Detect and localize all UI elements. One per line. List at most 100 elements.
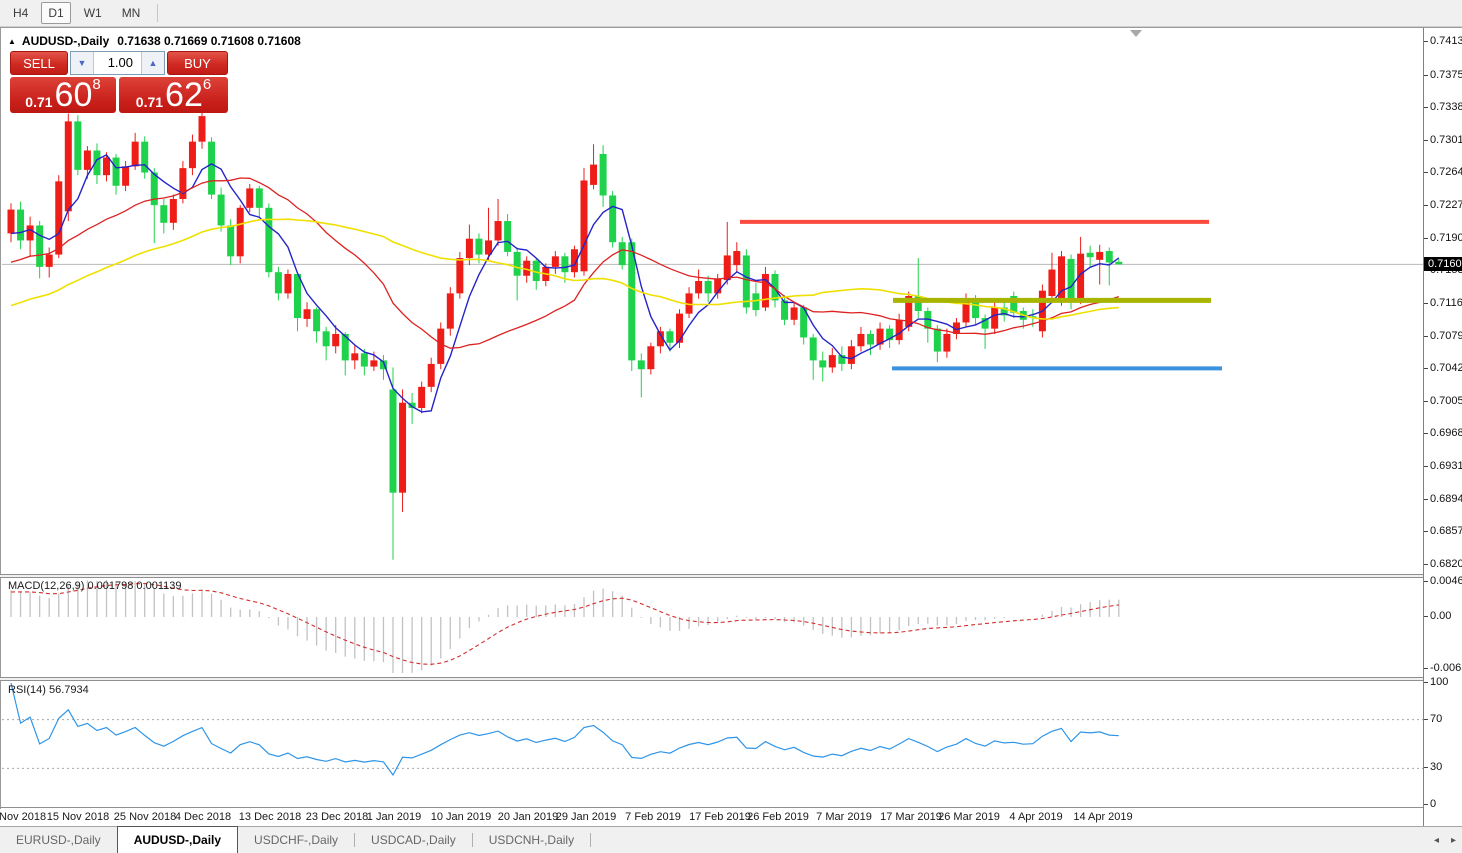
candle-body [379,360,387,370]
candle-body [255,188,263,208]
toolbar-separator [157,4,159,22]
candle-body [656,331,664,347]
volume-decrease-icon[interactable]: ▼ [71,52,94,74]
tab-scroll-left-icon[interactable]: ◂ [1433,834,1439,846]
candle-body [26,225,34,241]
candle-body [523,260,531,276]
rsi-scale-label: 70 [1424,713,1442,725]
candle-body [590,164,598,185]
date-tick-label: 7 Feb 2019 [625,811,681,823]
tab-usdcnh[interactable]: USDCNH-,Daily [488,833,575,847]
tab-scroll-right-icon[interactable]: ▸ [1450,834,1456,846]
volume-spinner: ▼ 1.00 ▲ [70,51,165,75]
candle-body [723,255,731,281]
candle-body [1048,269,1056,297]
candle-body [341,333,349,361]
candle-body [179,168,187,199]
chart-shift-marker-icon[interactable] [1130,30,1142,37]
candle-body [427,363,435,387]
candle-body [1067,258,1075,300]
candle-body [83,150,91,170]
sell-button[interactable]: SELL [10,51,68,75]
candle-body [303,309,311,319]
tab-usdcad[interactable]: USDCAD-,Daily [371,833,456,847]
sell-price-button[interactable]: 0.71 60 8 [10,77,116,113]
volume-increase-icon[interactable]: ▲ [141,52,164,74]
candle-body [838,355,846,364]
candle-body [905,296,913,327]
candle-body [800,307,808,338]
rsi-chart[interactable] [0,681,1423,807]
date-tick-label: 4 Apr 2019 [1009,811,1063,823]
candle-body [666,331,674,343]
date-tick-label: 26 Feb 2019 [747,811,809,823]
timeframe-button-d1[interactable]: D1 [41,2,71,24]
tab-usdchf[interactable]: USDCHF-,Daily [254,833,339,847]
candle-body [828,355,836,368]
candle-body [55,181,63,255]
candle-body [131,141,139,167]
candle-body [933,328,941,352]
candle-body [274,272,282,294]
candle-body [570,249,578,273]
volume-value[interactable]: 1.00 [107,55,133,70]
price-chart[interactable] [0,31,1423,574]
tab-audusd[interactable]: AUDUSD-,Daily [116,826,239,853]
macd-chart[interactable] [0,578,1423,677]
candle-body [781,300,789,320]
candle-body [876,328,884,345]
current-price-tag: 0.71608 [1424,257,1462,272]
candle-body [112,157,120,186]
buy-price-button[interactable]: 0.71 62 6 [119,77,228,113]
candle-body [169,198,177,223]
date-tick-label: 13 Dec 2018 [238,811,302,823]
date-tick-label: 20 Jan 2019 [497,811,559,823]
sell-price-prefix: 0.71 [25,94,53,110]
tab-separator [590,833,592,847]
rsi-scale-label: 30 [1424,761,1442,773]
chart-window: ▲ AUDUSD-,Daily 0.71638 0.71669 0.71608 0.… [0,27,1462,827]
candle-body [809,337,817,361]
tab-eurusd[interactable]: EURUSD-,Daily [16,833,101,847]
candle-body [150,172,158,206]
candle-body [952,322,960,334]
expand-arrow-icon[interactable]: ▲ [8,37,16,46]
candle-body [991,307,999,329]
panel-divider [0,807,1423,808]
candle-body [895,319,903,341]
candle-body [1105,251,1113,263]
candle-body [456,258,464,294]
panel-divider[interactable] [0,574,1423,578]
buy-button[interactable]: BUY [167,51,228,75]
panel-divider[interactable] [0,677,1423,681]
timeframe-button-h4[interactable]: H4 [13,6,29,20]
date-tick-label: 1 Jan 2019 [366,811,422,823]
candle-body [485,240,492,255]
candle-body [370,360,378,367]
candle-body [704,281,712,294]
candle-body [761,273,769,308]
macd-label: MACD(12,26,9) 0.001798 0.001139 [8,580,182,592]
candle-body [532,260,540,282]
candle-body [609,195,617,243]
candle-body [695,281,703,294]
candle-body [64,121,72,212]
timeframe-button-w1[interactable]: W1 [83,6,102,20]
candle-body [771,273,779,301]
chart-header: ▲ AUDUSD-,Daily 0.71638 0.71669 0.71608 0.… [8,34,301,48]
candle-body [599,154,607,196]
timeframe-toolbar: H4 D1 W1 MN [0,0,1462,27]
candle-body [122,166,130,186]
timeframe-button-mn[interactable]: MN [121,6,141,20]
candle-body [103,157,110,176]
date-tick-label: 25 Nov 2018 [113,811,177,823]
